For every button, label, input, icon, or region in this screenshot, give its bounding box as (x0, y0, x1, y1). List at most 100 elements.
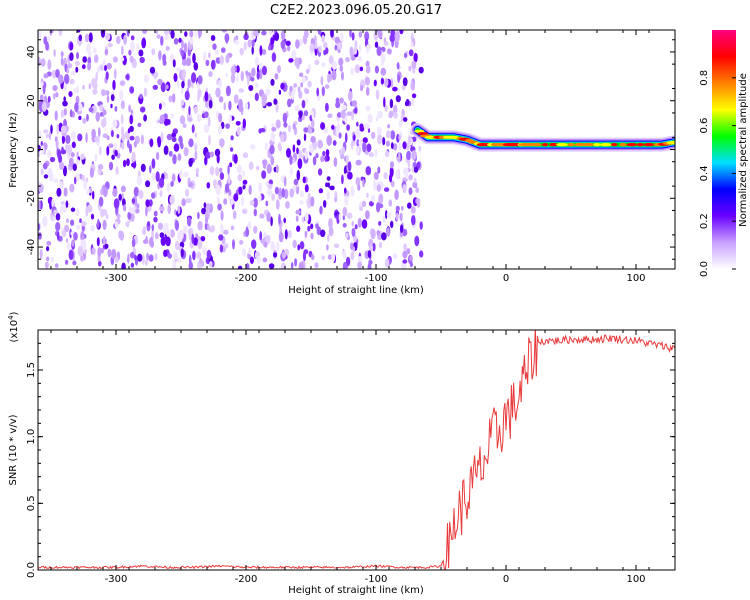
spectrogram-cell (172, 259, 177, 269)
spectrogram-cell (61, 134, 65, 144)
spectrogram-cell (213, 183, 217, 189)
spectrogram-cell (334, 196, 338, 203)
spectrogram-cell (300, 190, 304, 198)
spectrogram-cell (333, 243, 340, 249)
spectrogram-x-tick-label: -200 (235, 273, 258, 284)
spectrogram-cell (100, 188, 104, 196)
spectrogram-cell (49, 156, 56, 163)
spectrogram-cell (350, 242, 354, 251)
spectrogram-cell (183, 171, 189, 178)
spectrogram-cell (38, 144, 41, 152)
spectrogram-cell (177, 205, 181, 215)
colorbar-tick-label: 0.2 (699, 213, 710, 229)
spectrogram-x-tick-label: -300 (105, 273, 128, 284)
spectrogram-cell (218, 79, 223, 88)
spectrogram-cell (104, 48, 109, 56)
spectrogram-cell (232, 239, 235, 250)
spectrogram-cell (120, 185, 126, 193)
spectrogram-cell (247, 39, 252, 48)
spectrogram-cell (42, 162, 48, 170)
spectrogram-cell (89, 167, 94, 178)
spectrogram-cell (408, 187, 413, 195)
spectrogram-cell (262, 257, 268, 263)
spectrogram-cell (389, 173, 393, 183)
colorbar-tick-label: 0.0 (699, 261, 710, 277)
spectrogram-cell (259, 128, 266, 133)
spectrogram-cell (271, 122, 275, 129)
spectrogram-cell (155, 30, 159, 34)
spectrogram-cell (51, 198, 54, 208)
spectrogram-cell (367, 114, 373, 124)
spectrogram-cell (160, 35, 164, 46)
spectrogram-cell (212, 43, 217, 50)
spectrogram-cell (133, 141, 137, 148)
spectrogram-cell (376, 126, 382, 136)
spectrogram-cell (80, 153, 86, 160)
spectrogram-cell (183, 225, 188, 234)
spectrogram-cell (411, 165, 415, 173)
spectrogram-cell (145, 199, 150, 208)
spectrogram-cell (378, 221, 382, 226)
spectrogram-cell (108, 143, 114, 148)
spectrogram-cell (236, 75, 239, 83)
spectrogram-cell (97, 247, 101, 258)
signal-track-peak (556, 143, 569, 147)
spectrogram-cell (304, 88, 310, 94)
spectrogram-cell (407, 135, 412, 145)
spectrogram-cell (301, 216, 305, 223)
spectrogram-cell (70, 207, 76, 212)
spectrogram-cell (296, 225, 301, 232)
spectrogram-cell (153, 72, 157, 80)
spectrogram-cell (38, 151, 41, 158)
spectrogram-cell (144, 259, 148, 266)
spectrogram-cell (62, 230, 67, 237)
spectrogram-cell (274, 73, 279, 80)
spectrogram-cell (163, 249, 168, 257)
spectrogram-cell (265, 88, 271, 96)
spectrogram-cell (182, 123, 187, 128)
spectrogram-cell (157, 222, 164, 230)
spectrogram-cell (307, 80, 312, 88)
spectrogram-cell (119, 89, 124, 101)
spectrogram-cell (153, 210, 158, 217)
spectrogram-cell (106, 135, 110, 141)
spectrogram-cell (227, 174, 231, 184)
spectrogram-cell (148, 254, 154, 262)
spectrogram-cell (271, 52, 277, 62)
spectrogram-cell (151, 224, 155, 232)
spectrogram-cell (388, 110, 394, 117)
spectrogram-cell (314, 40, 318, 50)
spectrogram-cell (408, 65, 412, 72)
spectrogram-cell (60, 109, 64, 119)
spectrogram-cell (334, 36, 340, 44)
spectrogram-cell (353, 47, 358, 55)
spectrogram-cell (128, 143, 133, 154)
spectrogram-cell (364, 76, 370, 86)
spectrogram-cell (167, 253, 172, 259)
spectrogram-cell (300, 82, 304, 88)
spectrogram-cell (398, 134, 401, 140)
spectrogram-cell (171, 132, 177, 138)
spectrogram-cell (158, 177, 165, 188)
spectrogram-cell (183, 42, 188, 53)
spectrogram-cell (230, 199, 234, 205)
spectrogram-cell (135, 208, 140, 214)
spectrogram-cell (283, 217, 287, 224)
spectrogram-cell (195, 172, 199, 178)
spectrogram-cell (224, 33, 230, 43)
spectrogram-cell (66, 242, 71, 251)
spectrogram-cell (243, 33, 249, 41)
spectrogram-cell (137, 253, 143, 262)
spectrogram-cell (145, 235, 148, 243)
spectrogram-cell (242, 185, 246, 190)
spectrogram-cell (129, 55, 134, 63)
spectrogram-cell (38, 30, 42, 39)
spectrogram-cell (149, 66, 156, 74)
spectrogram-cell (160, 82, 166, 93)
spectrogram-cell (45, 133, 50, 139)
spectrogram-cell (68, 157, 74, 168)
spectrogram-cell (249, 256, 254, 264)
spectrogram-cell (65, 134, 71, 144)
spectrogram-cell (252, 30, 259, 37)
spectrogram-cell (193, 237, 198, 246)
